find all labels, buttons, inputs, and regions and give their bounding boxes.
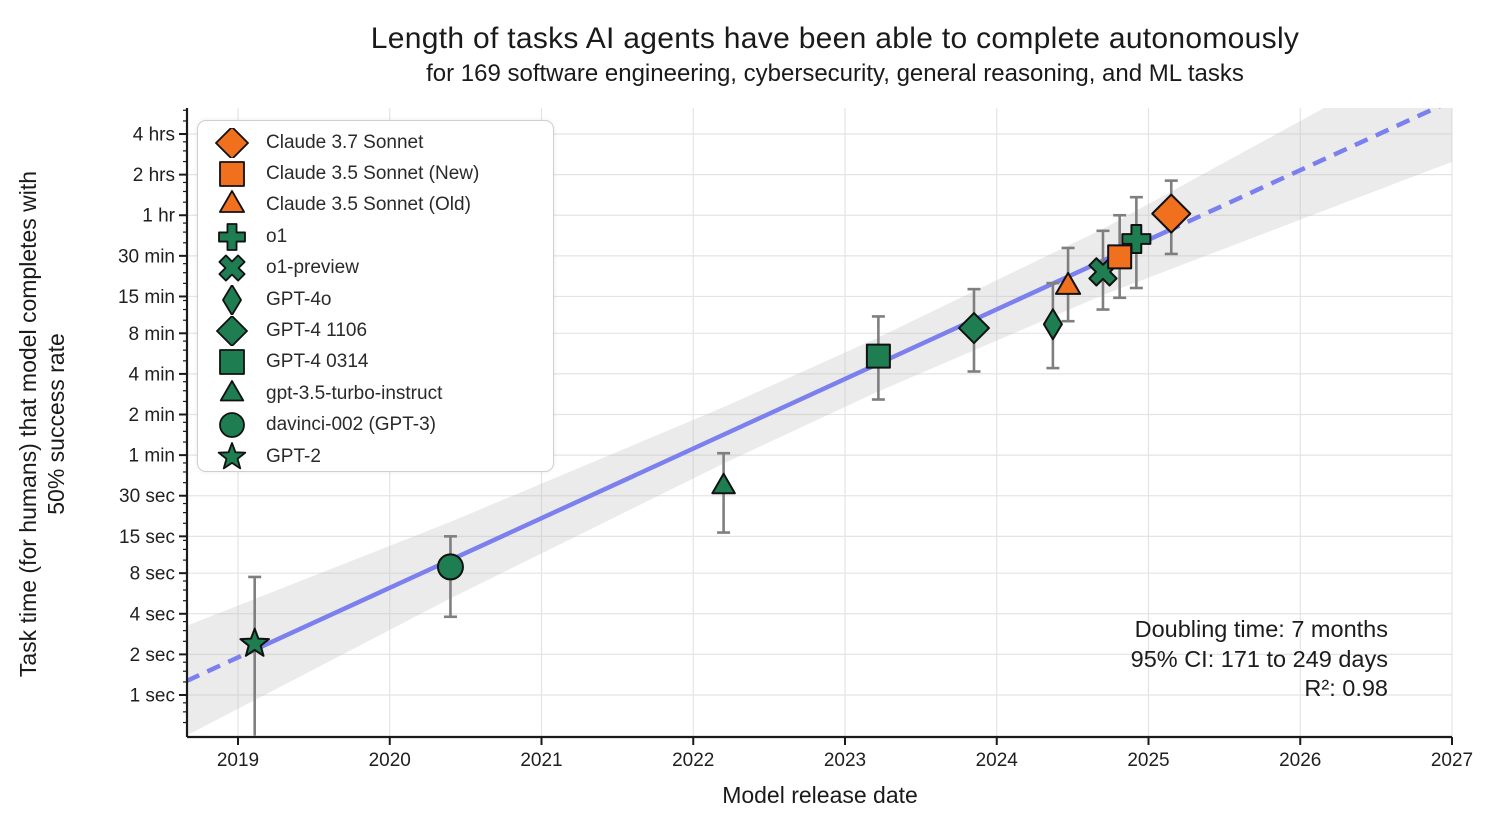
legend-marker-diamond-icon [216,316,248,347]
y-tick-label: 1 hr [142,206,175,227]
data-point-o1 [1121,223,1152,254]
doubling-time-text: Doubling time: 7 months [1134,616,1388,642]
legend-label: o1-preview [266,257,359,279]
legend-marker-star-icon [217,441,247,469]
data-point-claude-3-7-sonnet [1151,193,1192,234]
y-tick-label: 30 sec [119,486,175,507]
data-point-claude-3-5-sonnet-old [1054,271,1082,295]
legend-label: GPT-4 0314 [266,351,369,373]
legend-label: GPT-2 [266,445,321,467]
y-tick-label: 4 min [129,364,175,385]
x-tick-label: 2019 [217,750,259,771]
legend-marker-triangle-icon [218,190,246,214]
y-tick-label: 1 min [129,446,175,467]
data-point-gpt-4o [1042,308,1063,341]
x-tick-label: 2020 [369,750,411,771]
legend-marker-diamond-icon [215,127,249,158]
data-point-gpt-2 [239,627,270,657]
y-tick-label: 8 sec [130,564,175,585]
x-tick-label: 2026 [1279,750,1321,771]
legend: Claude 3.7 Sonnet Claude 3.5 Sonnet (New)… [197,120,554,472]
fit-stats-annotation: Doubling time: 7 months 95% CI: 171 to 2… [1131,615,1388,704]
legend-marker-x-icon [218,254,246,282]
legend-label: Claude 3.5 Sonnet (Old) [266,194,471,216]
legend-marker-thin_diamond-icon [222,284,242,315]
legend-item-gpt-3-5-turbo-instruct: gpt-3.5-turbo-instruct [212,378,553,409]
legend-item-claude-3-5-sonnet-old: Claude 3.5 Sonnet (Old) [212,190,553,221]
legend-label: GPT-4 1106 [266,320,368,342]
legend-item-gpt-4o: GPT-4o [212,284,553,315]
data-point-gpt-3-5-turbo-instruct [711,472,736,495]
chart-title: Length of tasks AI agents have been able… [370,22,1300,55]
y-tick-label: 15 sec [119,527,175,548]
legend-marker-triangle-icon [219,379,245,402]
legend-item-gpt-4-0314: GPT-4 0314 [212,347,553,378]
x-tick-label: 2023 [824,750,866,771]
legend-item-claude-3-5-sonnet-new: Claude 3.5 Sonnet (New) [212,158,553,189]
y-tick-label: 4 sec [130,604,175,625]
legend-label: GPT-4o [266,288,332,310]
x-tick-label: 2024 [976,750,1019,771]
legend-marker-plus-icon [218,222,246,251]
trend-line-dashed-left [187,648,255,684]
chart-subtitle: for 169 software engineering, cybersecur… [426,60,1244,87]
legend-marker-square-icon [219,161,245,187]
legend-label: Claude 3.5 Sonnet (New) [266,163,480,185]
trend-line-dashed-right [1165,108,1442,234]
y-tick-label: 30 min [118,246,175,267]
legend-label: gpt-3.5-turbo-instruct [266,382,443,404]
legend-marker-square-icon [219,349,245,376]
data-point-davinci-002-gpt-3 [436,553,464,581]
legend-marker-circle-icon [219,412,245,439]
y-tick-label: 15 min [118,287,175,308]
error-bar-gpt-2 [248,575,262,736]
x-tick-label: 2021 [520,750,562,771]
y-tick-label: 2 min [129,405,175,426]
data-point-gpt-4-0314 [865,343,891,369]
legend-item-claude-3-7-sonnet: Claude 3.7 Sonnet [212,127,553,158]
axis-ticks: 4 hrs 2 hrs 1 hr 30 min 15 min 8 min 4 min 2 mi… [118,109,1473,771]
trend-line [187,108,1442,684]
y-tick-label: 2 hrs [133,165,175,186]
y-tick-label: 8 min [129,324,175,345]
legend-item-davinci-002-gpt-3: davinci-002 (GPT-3) [212,410,553,441]
x-tick-label: 2022 [672,750,714,771]
ci-text: 95% CI: 171 to 249 days [1130,645,1388,672]
data-points [239,193,1192,657]
x-tick-label: 2025 [1127,750,1169,771]
x-tick-label: 2027 [1431,750,1473,771]
legend-item-o1: o1 [212,221,553,252]
data-point-gpt-4-1106 [957,312,990,345]
legend-label: Claude 3.7 Sonnet [266,131,424,153]
y-tick-label: 2 sec [130,645,175,666]
trend-line-solid [252,229,1168,653]
legend-item-o1-preview: o1-preview [212,253,553,284]
y-tick-label: 4 hrs [133,125,175,146]
data-point-claude-3-5-sonnet-new [1107,244,1133,270]
legend-label: o1 [266,225,288,247]
legend-item-gpt-2: GPT-2 [212,441,553,472]
x-axis-label: Model release date [722,782,918,808]
legend-label: davinci-002 (GPT-3) [266,414,437,436]
r-squared-text: R²: 0.98 [1304,675,1388,701]
legend-item-gpt-4-1106: GPT-4 1106 [212,315,553,347]
y-tick-label: 1 sec [130,686,175,707]
